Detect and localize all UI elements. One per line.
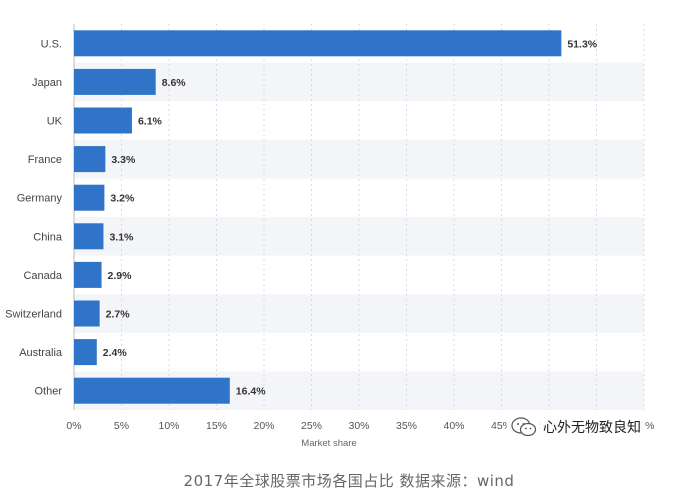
- gridlines: [121, 24, 645, 410]
- x-tick-label: 35%: [396, 420, 417, 432]
- value-label: 16.4%: [236, 386, 266, 398]
- category-label: Australia: [19, 347, 63, 359]
- x-tick-label: 20%: [253, 420, 274, 432]
- value-label: 2.4%: [103, 347, 128, 359]
- category-labels: U.S. Japan UK France Germany China Canada Switz…: [5, 38, 63, 397]
- category-label: Japan: [32, 77, 62, 89]
- watermark: 心外无物致良知: [507, 414, 645, 440]
- bar: [74, 377, 230, 404]
- x-tick-label: 30%: [348, 420, 369, 432]
- value-labels: 51.3% 8.6% 6.1% 3.3% 3.2% 3.1% 2.9% 2.7% 2.4% 16.…: [103, 38, 598, 397]
- category-label: China: [33, 231, 63, 243]
- wechat-icon: [511, 417, 537, 437]
- category-label: UK: [47, 116, 63, 128]
- category-label: Other: [34, 386, 62, 398]
- bar: [74, 68, 156, 95]
- value-label: 3.2%: [110, 193, 135, 205]
- category-label: U.S.: [41, 38, 62, 50]
- value-label: 3.3%: [111, 154, 136, 166]
- value-label: 6.1%: [138, 116, 163, 128]
- x-tick-label: 0%: [66, 420, 81, 432]
- x-tick-label: 40%: [443, 420, 464, 432]
- watermark-text: 心外无物致良知: [543, 420, 641, 436]
- bar: [74, 300, 100, 327]
- bar: [74, 146, 106, 173]
- bar: [74, 184, 105, 211]
- value-label: 2.7%: [106, 309, 131, 321]
- category-label: France: [28, 154, 62, 166]
- bar: [74, 261, 102, 288]
- value-label: 2.9%: [108, 270, 133, 282]
- x-tick-label: 45%: [491, 420, 512, 432]
- category-label: Canada: [23, 270, 62, 282]
- x-tick-label: 15%: [206, 420, 227, 432]
- bar: [74, 107, 132, 134]
- category-label: Germany: [17, 193, 63, 205]
- bar: [74, 223, 104, 250]
- category-label: Switzerland: [5, 309, 62, 321]
- x-tick-label: 10%: [158, 420, 179, 432]
- bar: [74, 339, 97, 366]
- caption: 2017年全球股票市场各国占比 数据来源：wind: [183, 472, 515, 490]
- bar: [74, 30, 562, 57]
- value-label: 8.6%: [162, 77, 187, 89]
- x-tick-label: 5%: [114, 420, 129, 432]
- x-axis-title: Market share: [301, 438, 356, 449]
- value-label: 51.3%: [567, 38, 597, 50]
- x-tick-label: 25%: [301, 420, 322, 432]
- value-label: 3.1%: [109, 231, 134, 243]
- bars: [74, 30, 562, 404]
